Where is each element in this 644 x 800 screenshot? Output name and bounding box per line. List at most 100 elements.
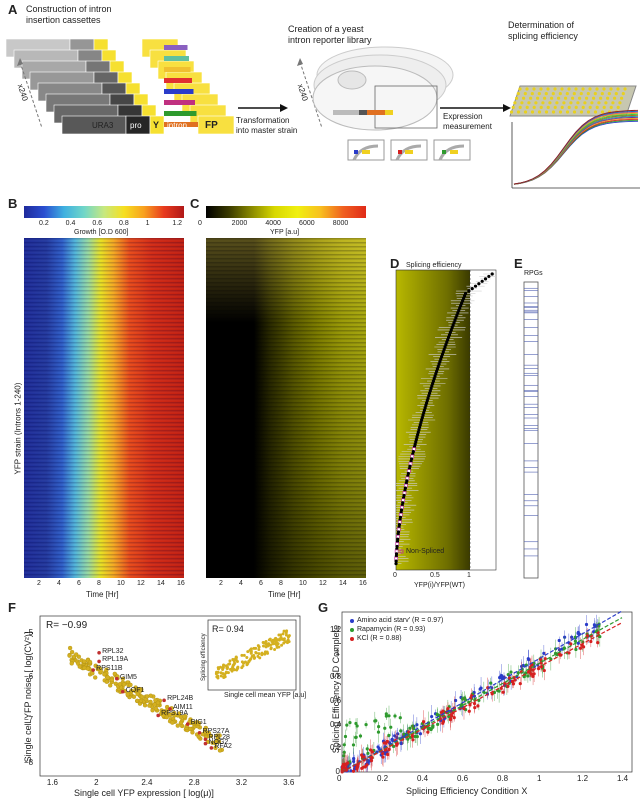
g-point [377,725,381,729]
f-point [148,699,153,705]
g-xtick: 1.2 [577,774,589,783]
g-point [406,737,410,741]
f-inset-point [222,675,226,679]
f-inset-point [240,653,244,657]
g-point [532,672,536,676]
g-point [395,743,399,747]
g-xtick: 0 [337,774,342,783]
g-ytick: 0.6 [330,695,342,705]
growth-xtick: 10 [117,580,125,587]
g-point [342,750,346,754]
g-point [498,675,502,679]
f-point [67,645,73,651]
g-point [426,730,430,734]
f-labeled-point [168,707,172,711]
splicing-point [401,501,405,505]
plate-well [574,87,578,91]
heatmap-ylabel: YFP strain (Introns 1-240) [13,382,23,475]
g-point [384,712,388,716]
plate-well [522,96,526,100]
plate-well [607,92,611,96]
f-inset-point [219,674,223,678]
panel-d-label: D [390,256,400,271]
g-point [509,670,513,674]
splicing-point [420,418,424,422]
plate-well [567,87,571,91]
f-point [196,734,201,739]
f-inset-point [261,644,265,648]
condition-scatter-plot [340,610,633,774]
plate-well [527,101,531,105]
splicing-point [451,323,455,327]
panel-b-label: B [8,196,18,211]
g-point [436,722,440,726]
plate-well [590,101,594,105]
f-labeled-point [120,689,125,694]
g-point [452,715,456,720]
f-inset-point [232,668,236,672]
g-point [578,646,583,650]
plate-well [586,92,590,96]
f-point [179,723,185,729]
f-point [150,708,155,713]
splicing-point [444,342,448,347]
f-inset-point [241,664,245,668]
g-point [531,674,535,679]
f-inset-point [242,653,246,657]
growth-xlabel: Time [Hr] [86,590,119,599]
splicing-point [452,321,456,325]
f-inset-point [248,648,252,652]
f-xtick: 3.6 [283,778,295,787]
f-point [90,671,95,676]
plate-well [523,110,528,114]
growth-colorbar-tick: 0.2 [39,220,49,227]
splicing-point [410,457,414,461]
plate-well [539,105,543,109]
plate-well [536,96,540,100]
plate-well [609,87,613,91]
intron-segment [164,122,198,127]
plate-well [541,101,545,105]
f-point [217,748,223,753]
g-point [476,704,480,708]
f-inset-point [229,667,233,671]
g-point [349,769,353,773]
cassette-stack-illustration [5,38,640,189]
g-fit-line [341,617,623,773]
splicing-point [431,379,436,383]
f-inset-point [225,665,229,669]
f-xtick: 2.8 [188,778,200,787]
growth-curve [513,116,639,185]
f-point [217,733,222,738]
g-point [341,764,345,768]
f-inset-point [254,646,258,650]
yfp-colorbar-tick: 4000 [265,220,281,227]
g-legend-dot [350,636,354,641]
g-ytick: 0.2 [330,743,342,753]
splicing-point [462,296,466,300]
f-point [144,694,150,699]
f-point [69,661,74,666]
splicing-point [460,301,464,305]
g-point [592,623,597,627]
f-labeled-point [156,713,160,718]
f-point [178,714,184,720]
splicing-point [456,311,460,315]
g-point [473,706,477,710]
splicing-point [443,345,447,349]
f-inset-point [274,637,278,641]
g-point [360,754,365,759]
f-gene-label: RPL24B [167,695,194,703]
g-point [542,668,546,673]
f-inset-r: R= 0.94 [212,624,244,634]
plate-well [546,87,550,91]
rpgs-strip [523,281,539,579]
plate-well [544,92,548,96]
g-legend-label: KCl (R = 0.88) [357,635,402,642]
g-point [366,751,370,755]
yfp-colorbar-tick: 2000 [231,220,248,227]
plate-well [595,87,599,91]
growth-curve [513,117,639,185]
yfp-xtick: 8 [279,580,283,587]
f-labeled-point [197,730,202,735]
